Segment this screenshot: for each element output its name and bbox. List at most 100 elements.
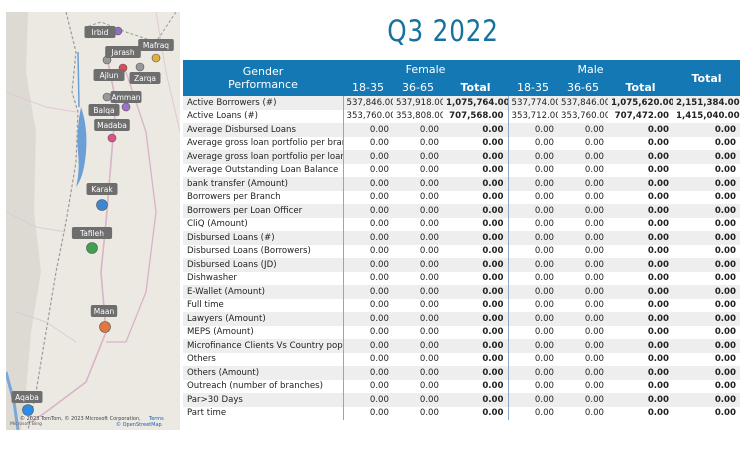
map-marker[interactable] bbox=[102, 92, 112, 102]
cell-value: 0.00 bbox=[443, 231, 509, 245]
table-row: Others 0.00 0.00 0.00 0.00 0.00 0.00 0.00 bbox=[183, 352, 740, 366]
cell-value: 0.00 bbox=[558, 339, 609, 353]
cell-value: 0.00 bbox=[443, 285, 509, 299]
cell-value: 0.00 bbox=[419, 246, 439, 257]
cell-value: 353,712.00 bbox=[511, 111, 559, 122]
cell-value: 0.00 bbox=[369, 354, 389, 365]
cell-value: 0.00 bbox=[343, 231, 393, 245]
row-label: Outreach (number of branches) bbox=[183, 379, 344, 393]
cell-value: 0.00 bbox=[714, 246, 737, 257]
cell-value: 0.00 bbox=[443, 136, 509, 150]
cell-value: 0.00 bbox=[534, 165, 555, 176]
cell-value: 0.00 bbox=[534, 246, 555, 257]
cell-value: 0.00 bbox=[443, 150, 509, 164]
cell-value: 0.00 bbox=[393, 123, 443, 137]
map-label: Jarash bbox=[110, 48, 134, 57]
attribution-link[interactable]: Terms bbox=[148, 416, 164, 422]
grand-total-header: Total bbox=[673, 60, 741, 96]
cell-value: 1,075,620.00 bbox=[608, 96, 674, 110]
cell-value: 0.00 bbox=[534, 300, 555, 311]
table-row: Full time 0.00 0.00 0.00 0.00 0.00 0.00 0.00 bbox=[183, 298, 740, 312]
map-marker[interactable] bbox=[86, 242, 98, 254]
map-label-box bbox=[71, 227, 113, 239]
table-row: Average gross loan portfolio per branch 0… bbox=[183, 136, 740, 150]
cell-value: 0.00 bbox=[508, 123, 559, 137]
map-labels: Irbid Jarash Mafraq Ajlun Zarqa Amman Balqa Mad… bbox=[11, 26, 174, 403]
cell-value: 0.00 bbox=[647, 381, 670, 392]
map-marker[interactable] bbox=[107, 133, 117, 143]
attribution: © 2023 TomTom, © 2023 Microsoft Corporat… bbox=[20, 415, 141, 422]
cell-value: 0.00 bbox=[393, 312, 443, 326]
cell-value: 0.00 bbox=[534, 408, 555, 419]
cell-value: 0.00 bbox=[419, 354, 439, 365]
map-marker[interactable] bbox=[22, 404, 34, 416]
table-row: Par>30 Days 0.00 0.00 0.00 0.00 0.00 0.00 0.00 bbox=[183, 393, 741, 407]
row-label: MEPS (Amount) bbox=[183, 325, 344, 339]
map-marker[interactable] bbox=[151, 53, 161, 63]
cell-value: 0.00 bbox=[419, 408, 439, 419]
column-header: Total bbox=[608, 78, 674, 96]
cell-value: 0.00 bbox=[393, 231, 443, 245]
cell-value: 0.00 bbox=[369, 165, 389, 176]
cell-value: 0.00 bbox=[508, 393, 559, 407]
cell-value: 0.00 bbox=[558, 204, 609, 218]
cell-value: 0.00 bbox=[558, 312, 609, 326]
cell-value: 0.00 bbox=[647, 273, 670, 284]
cell-value: 353,760.00 bbox=[346, 111, 394, 122]
map-label-box bbox=[105, 46, 141, 58]
map-label: Ajlun bbox=[100, 71, 119, 80]
road bbox=[155, 12, 180, 133]
cell-value: 0.00 bbox=[534, 327, 555, 338]
cell-value: 0.00 bbox=[608, 123, 674, 137]
river bbox=[77, 51, 80, 108]
row-label: Borrowers per Loan Officer bbox=[183, 204, 344, 218]
cell-value: 0.00 bbox=[584, 300, 605, 311]
cell-value: 537,774.00 bbox=[508, 96, 559, 110]
cell-value: 0.00 bbox=[343, 177, 393, 191]
map-marker[interactable] bbox=[96, 199, 108, 211]
cell-value: 0.00 bbox=[419, 192, 439, 203]
map-label: Zarqa bbox=[134, 74, 156, 83]
table-row: Disbursed Loans (#) 0.00 0.00 0.00 0.00 0.00 0… bbox=[183, 231, 741, 245]
cell-value: 0.00 bbox=[393, 177, 443, 191]
cell-value: 0.00 bbox=[714, 327, 737, 338]
table-row: Disbursed Loans (JD) 0.00 0.00 0.00 0.00 0.00… bbox=[183, 258, 741, 272]
table-row: Disbursed Loans (Borrowers) 0.00 0.00 0.00 0… bbox=[183, 244, 740, 258]
border bbox=[85, 12, 177, 43]
cell-value: 0.00 bbox=[558, 285, 609, 299]
cell-value: 0.00 bbox=[343, 204, 393, 218]
map-label-box bbox=[86, 183, 118, 195]
map-marker[interactable] bbox=[135, 62, 145, 72]
cell-value: 0.00 bbox=[369, 246, 389, 257]
cell-value: 0.00 bbox=[443, 217, 509, 231]
map-marker[interactable] bbox=[121, 102, 131, 112]
cell-value: 0.00 bbox=[714, 219, 737, 230]
column-header: 18-35 bbox=[508, 78, 559, 96]
cell-value: 0.00 bbox=[608, 204, 674, 218]
cell-value: 0.00 bbox=[369, 273, 389, 284]
column-header: 18-35 bbox=[343, 78, 393, 96]
cell-value: 537,846.00 bbox=[343, 96, 393, 110]
group-header: Female bbox=[343, 60, 509, 78]
map-label-box bbox=[94, 119, 130, 131]
cell-value: 0.00 bbox=[419, 381, 439, 392]
cell-value: 0.00 bbox=[369, 327, 389, 338]
cell-value: 0.00 bbox=[419, 138, 439, 149]
map-marker[interactable] bbox=[99, 321, 111, 333]
border bbox=[27, 12, 79, 430]
cell-value: 0.00 bbox=[647, 246, 670, 257]
cell-value: 707,472.00 bbox=[614, 111, 670, 122]
cell-value: 0.00 bbox=[534, 219, 555, 230]
row-label: CliQ (Amount) bbox=[183, 217, 344, 231]
table-row: CliQ (Amount) 0.00 0.00 0.00 0.00 0.00 0.00 0.0… bbox=[183, 217, 740, 231]
table-row: Borrowers per Loan Officer 0.00 0.00 0.00 0.… bbox=[183, 204, 741, 218]
map[interactable]: Irbid Jarash Mafraq Ajlun Zarqa Amman Balqa Mad… bbox=[6, 12, 180, 430]
cell-value: 0.00 bbox=[584, 327, 605, 338]
cell-value: 0.00 bbox=[584, 408, 605, 419]
row-label: Part time bbox=[183, 406, 344, 420]
attribution-link[interactable]: © OpenStreetMap bbox=[116, 421, 162, 428]
header-row: 18-35 36-65 Total 18-35 36-65 Total bbox=[183, 78, 740, 96]
cell-value: 0.00 bbox=[443, 312, 509, 326]
table-row: E-Wallet (Amount) 0.00 0.00 0.00 0.00 0.00 0.0… bbox=[183, 285, 741, 299]
cell-value: 0.00 bbox=[393, 204, 443, 218]
